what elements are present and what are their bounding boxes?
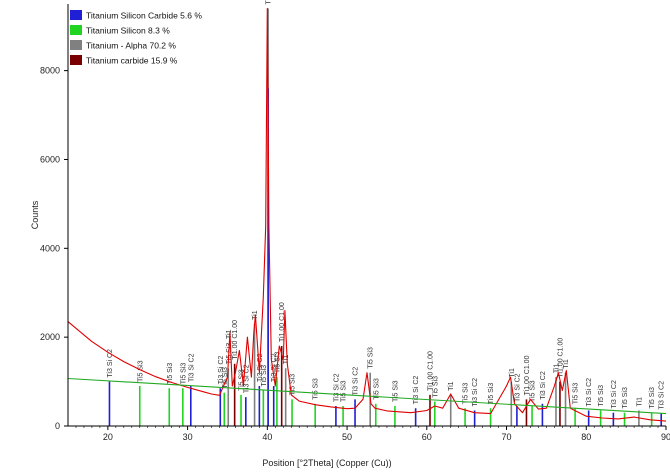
peak-label: Ti5 Si3 [488,383,495,405]
peak-label: Ti3 Si C2 [271,353,278,382]
peak-label: Ti3 Si C2 [514,373,521,402]
x-tick-label: 70 [502,432,512,442]
y-tick-label: 6000 [40,154,60,164]
y-tick-label: 4000 [40,243,60,253]
legend-item-label: Titanium - Alpha 70.2 % [86,41,176,51]
x-tick-label: 50 [342,432,352,442]
peak-label: Ti3 Si C2 [611,380,618,409]
series-line [67,377,667,415]
x-tick-label: 40 [262,432,272,442]
x-tick-label: 90 [661,432,670,442]
peak-label: Ti1.00 C1.00 [232,320,239,360]
peak-label: Ti5 Si3 [313,378,320,400]
x-tick-label: 60 [422,432,432,442]
series-lines [67,7,667,422]
peak-label: Ti5 Si3 [368,347,375,369]
legend-item-label: Titanium Silicon Carbide 5.6 % [86,11,202,21]
legend-item-label: Titanium Silicon 8.3 % [86,26,170,36]
peak-label: Ti3 Si C2 [218,356,225,385]
peak-label: Ti5 Si3 [463,383,470,405]
x-tick-label: 80 [581,432,591,442]
y-axis-label: Counts [30,200,40,229]
peak-label: Ti5 Si3 [598,385,605,407]
legend-item-label: Titanium carbide 15.9 % [86,56,178,66]
peak-label: Ti5 Si3 [137,360,144,382]
legend-swatch [70,10,82,20]
y-tick-label: 8000 [40,66,60,76]
peak-label: Ti5 Si3 [180,363,187,385]
peak-label: Ti3 Si C2 [257,353,264,382]
x-tick-label: 30 [183,432,193,442]
peak-label: Ti3 Si C2 [333,373,340,402]
peak-label: Ti1.00 C1.00 [279,302,286,342]
peak-label: Ti1 [636,397,643,407]
peak-label: Ti5 Si3 [261,365,268,387]
peak-label: Ti5 Si3 [432,376,439,398]
peak-label: Ti1 [509,368,516,378]
peak-label: Ti3 Si C2 [540,371,547,400]
peak-label: Ti5 Si3 [649,387,656,409]
legend-swatch [70,40,82,50]
peak-label: Ti1 [266,0,273,4]
x-tick-label: 20 [103,432,113,442]
peak-label: Ti5 Si3 [222,367,229,389]
peak-label: Ti5 Si3 [622,387,629,409]
peak-label: Ti3 Si C2 [107,349,114,378]
axes [67,4,666,427]
legend-swatch [70,25,82,35]
legend: Titanium Silicon Carbide 5.6 % Titanium S… [70,10,202,66]
peak-label: Ti1.00 C1.00 [557,338,564,378]
peak-labels: Ti3 Si C2 Ti5 Si3 Ti5 Si3 Ti5 Si3 Ti3 Si C2 T… [107,0,666,410]
peak-label: Ti1 [563,359,570,369]
peak-label: Ti3 Si C2 [586,378,593,407]
peak-label: Ti5 Si3 [573,383,580,405]
peak-label: Ti3 Si C2 [188,353,195,382]
y-tick-label: 2000 [40,332,60,342]
peak-label: Ti3 Si C2 [413,376,420,405]
series-line [67,7,667,422]
peak-label: Ti5 Si3 [167,363,174,385]
peak-label: Ti1.00 C1.00 [427,351,434,391]
peak-label: Ti1 [448,381,455,391]
peak-label: Ti5 Si3 [239,369,246,391]
peak-label: Ti3 Si C2 [243,364,250,393]
peak-label: Ti3 Si C2 [659,381,666,410]
x-ticks: 20 30 40 50 60 70 80 90 [75,426,670,442]
peak-label: Ti5 Si3 [373,378,380,400]
peak-label: Ti3 Si C2 [472,378,479,407]
y-ticks: 0 2000 4000 6000 8000 [40,66,68,431]
peak-label: Ti3 Si C2 [353,367,360,396]
peak-label: Ti1.00 C1.00 [524,355,531,395]
peak-label: Ti5 Si3 [290,374,297,396]
y-tick-label: 0 [55,421,60,431]
peak-label: Ti1 [553,364,560,374]
peak-label: Ti5 Si3 [392,380,399,402]
x-axis-label: Position [°2Theta] (Copper (Cu)) [262,458,391,468]
legend-swatch [70,55,82,65]
peak-label: Ti5 Si3 [341,380,348,402]
peak-label: Ti5 Si3 [530,380,537,402]
